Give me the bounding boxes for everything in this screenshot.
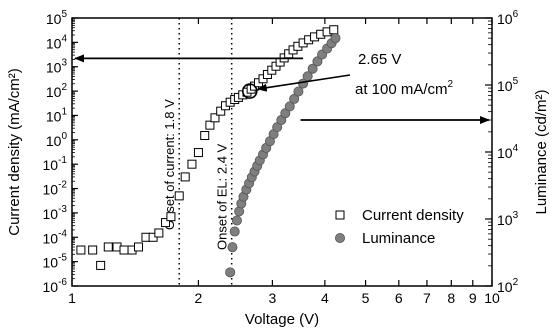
luminance-point xyxy=(229,226,240,237)
y-right-axis-ticks: 102 103 104 105 106 xyxy=(485,9,519,295)
luminance-point xyxy=(312,56,323,67)
legend-label-current: Current density xyxy=(362,207,464,224)
annotations: 2.65 V at 100 mA/cm2 xyxy=(74,51,490,125)
y-left-tick-label: 105 xyxy=(46,9,68,27)
annotation-arrow xyxy=(256,74,351,92)
y-left-tick-label: 104 xyxy=(46,33,68,51)
current-density-point xyxy=(329,25,339,35)
current-density-point xyxy=(205,120,215,130)
current-density-point xyxy=(154,228,164,238)
y-left-axis-title: Current density (mA/cm²) xyxy=(6,68,23,236)
y-left-tick-label: 10-6 xyxy=(43,277,68,295)
y-right-tick-label: 105 xyxy=(497,76,519,94)
x-tick-label: 2 xyxy=(195,290,203,306)
y-right-tick-label: 104 xyxy=(497,143,519,161)
current-density-point xyxy=(193,148,203,158)
x-tick-label: 10 xyxy=(484,290,500,306)
current-density-point xyxy=(134,242,144,252)
current-density-point xyxy=(161,218,171,228)
y-right-axis-title: Luminance (cd/m²) xyxy=(533,89,550,214)
current-density-point xyxy=(96,260,106,270)
current-density-point xyxy=(76,245,86,255)
y-left-tick-label: 102 xyxy=(46,82,68,100)
x-tick-label: 1 xyxy=(68,290,76,306)
y-left-tick-label: 10-1 xyxy=(43,155,68,173)
y-left-tick-label: 100 xyxy=(46,131,68,149)
legend-marker-current xyxy=(335,210,345,220)
x-tick-label: 3 xyxy=(268,290,276,306)
current-density-point xyxy=(187,159,197,169)
y-left-tick-label: 10-2 xyxy=(43,180,68,198)
current-density-point xyxy=(174,191,184,201)
x-tick-label: 6 xyxy=(395,290,403,306)
y-left-tick-label: 101 xyxy=(46,106,68,124)
y-right-tick-label: 102 xyxy=(497,277,519,295)
legend: Current density Luminance xyxy=(334,207,464,247)
luminance-series xyxy=(225,33,341,278)
y-right-tick-label: 106 xyxy=(497,9,519,27)
x-axis-title: Voltage (V) xyxy=(245,311,319,328)
x-tick-label: 5 xyxy=(362,290,370,306)
x-tick-label: 8 xyxy=(447,290,455,306)
legend-marker-luminance xyxy=(334,232,345,243)
current-density-point xyxy=(119,245,129,255)
y-left-tick-label: 10-4 xyxy=(43,228,68,246)
current-density-point xyxy=(166,212,176,222)
highlight-circle xyxy=(241,83,258,99)
luminance-point xyxy=(289,93,300,104)
luminance-point xyxy=(284,101,295,112)
x-tick-label: 7 xyxy=(423,290,431,306)
annotation-current: at 100 mA/cm2 xyxy=(355,79,454,98)
current-density-point xyxy=(180,172,190,182)
x-tick-label: 9 xyxy=(469,290,477,306)
vertical-onset-lines: Onset of current: 1.8 V Onset of EL: 2.4 … xyxy=(162,18,233,286)
current-density-point xyxy=(210,113,220,123)
current-density-series xyxy=(76,25,339,270)
y-left-tick-label: 103 xyxy=(46,58,68,76)
x-axis-ticks: 1 2 3 4 5 6 7 8 9 10 xyxy=(68,18,500,306)
x-tick-label: 4 xyxy=(321,290,329,306)
current-density-point xyxy=(88,245,98,255)
luminance-point xyxy=(227,242,238,253)
luminance-point xyxy=(307,63,318,74)
legend-label-luminance: Luminance xyxy=(362,230,435,247)
current-density-point xyxy=(103,242,113,252)
luminance-point xyxy=(293,86,304,97)
luminance-point xyxy=(231,215,242,226)
luminance-point xyxy=(330,33,341,44)
current-density-point xyxy=(200,131,210,141)
luminance-point xyxy=(225,267,236,278)
y-left-tick-label: 10-3 xyxy=(43,204,68,222)
y-left-tick-label: 10-5 xyxy=(43,253,68,271)
y-left-axis-ticks: 10-6 10-5 10-4 10-3 10-2 10-1 100 101 102 103 104 1… xyxy=(43,9,78,295)
onset-label: Onset of EL: 2.4 V xyxy=(215,143,230,250)
onset-label: Onset of current: 1.8 V xyxy=(162,99,177,230)
annotation-voltage: 2.65 V xyxy=(358,51,401,68)
y-right-tick-label: 103 xyxy=(497,210,519,228)
current-density-point xyxy=(216,106,226,116)
